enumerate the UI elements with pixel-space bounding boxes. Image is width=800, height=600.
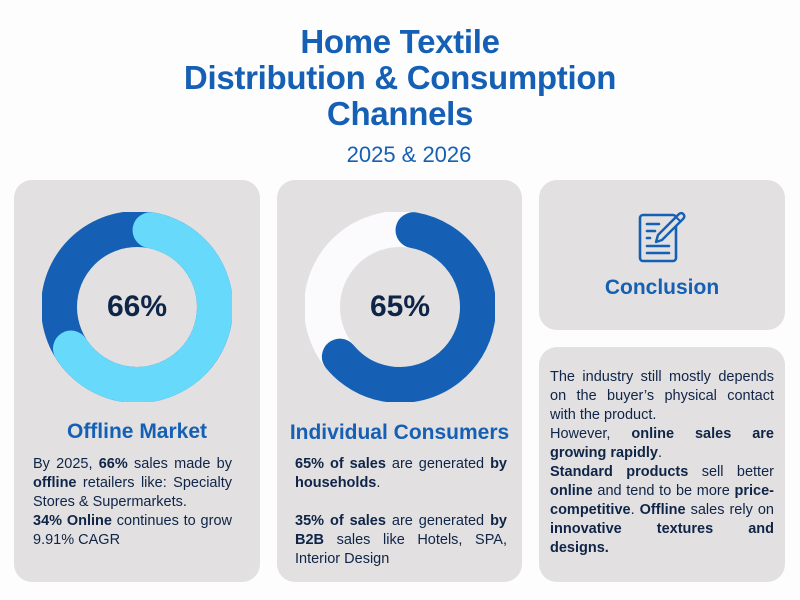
offline-market-heading: Offline Market bbox=[66, 420, 208, 443]
conclusion-header-card: Conclusion bbox=[539, 180, 785, 330]
offline-market-text: By 2025, 66% sales made by offline retai… bbox=[33, 456, 232, 548]
conclusion-text-card: The industry still mostly depends on the… bbox=[539, 347, 785, 582]
title-line-2: Distribution & Consumption bbox=[183, 59, 617, 96]
consumers-percent-label: 65% bbox=[369, 290, 431, 323]
page-subtitle: 2025 & 2026 bbox=[346, 142, 472, 167]
conclusion-text: The industry still mostly depends on the… bbox=[550, 369, 774, 556]
individual-consumers-heading: Individual Consumers bbox=[289, 421, 510, 444]
donut-ring-icon bbox=[305, 212, 495, 402]
consumers-donut-chart: 65% bbox=[305, 212, 495, 402]
donut-ring-icon bbox=[42, 212, 232, 402]
title-line-3: Channels bbox=[326, 95, 474, 132]
document-edit-icon bbox=[637, 210, 687, 265]
individual-consumers-card: 65% Individual Consumers 65% of sales ar… bbox=[277, 180, 522, 582]
offline-percent-label: 66% bbox=[106, 290, 168, 323]
page-title: Home Textile Distribution & Consumption … bbox=[0, 24, 800, 132]
offline-donut-chart: 66% bbox=[42, 212, 232, 402]
conclusion-heading: Conclusion bbox=[604, 276, 720, 299]
title-line-1: Home Textile bbox=[300, 23, 500, 60]
offline-market-card: 66% Offline Market By 2025, 66% sales ma… bbox=[14, 180, 260, 582]
individual-consumers-text: 65% of sales are generated by households… bbox=[295, 456, 507, 567]
